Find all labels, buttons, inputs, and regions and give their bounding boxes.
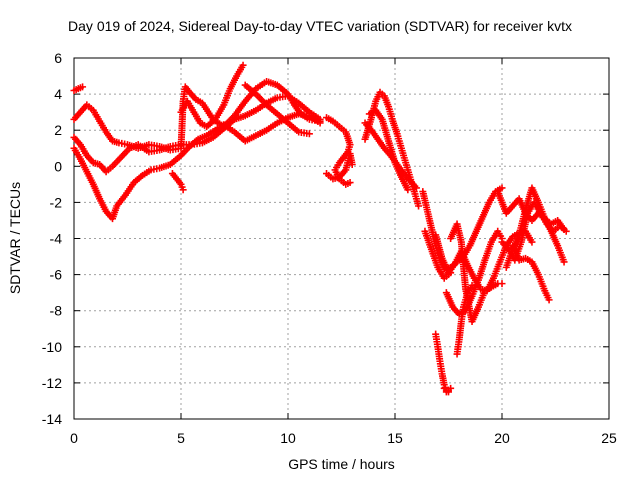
data-series [494, 188, 568, 233]
y-tick-label: 0 [54, 158, 62, 174]
data-series [168, 170, 187, 194]
x-tick-label: 10 [280, 430, 296, 446]
data-point [447, 269, 455, 277]
data-series [502, 184, 568, 271]
x-tick-label: 20 [494, 430, 510, 446]
data-point [404, 186, 412, 194]
y-tick-label: -8 [50, 303, 63, 319]
data-points [70, 61, 570, 396]
data-series [453, 281, 476, 358]
data-series [365, 106, 412, 194]
data-series [440, 384, 455, 396]
data-point [560, 225, 568, 233]
data-point [239, 61, 247, 69]
y-tick-label: -10 [42, 339, 62, 355]
data-point [447, 384, 455, 392]
data-point [412, 184, 420, 192]
data-series [509, 242, 553, 304]
data-point [316, 119, 324, 127]
y-tick-label: -14 [42, 411, 62, 427]
data-point [560, 258, 568, 266]
data-series [432, 330, 452, 396]
data-series [70, 110, 324, 223]
x-tick-label: 15 [387, 430, 403, 446]
y-tick-label: -12 [42, 375, 62, 391]
data-point [305, 130, 313, 138]
data-point [545, 296, 553, 304]
x-tick-label: 25 [601, 430, 617, 446]
data-point [468, 281, 476, 289]
data-series [241, 81, 313, 138]
data-point [498, 280, 506, 288]
data-point [528, 238, 536, 246]
data-point [440, 384, 448, 392]
data-point [415, 202, 423, 210]
data-point [79, 83, 87, 91]
y-tick-label: -4 [50, 231, 63, 247]
x-axis-label: GPS time / hours [288, 456, 395, 472]
data-series [447, 220, 506, 326]
y-tick-label: -6 [50, 267, 63, 283]
data-point [179, 186, 187, 194]
data-series [323, 150, 356, 183]
y-tick-label: 2 [54, 122, 62, 138]
chart-title: Day 019 of 2024, Sidereal Day-to-day VTE… [68, 18, 572, 34]
y-tick-label: -2 [50, 194, 63, 210]
x-tick-label: 5 [177, 430, 185, 446]
y-tick-label: 6 [54, 50, 62, 66]
data-series [421, 227, 455, 282]
x-tick-label: 0 [70, 430, 78, 446]
data-point [498, 184, 506, 192]
y-tick-label: 4 [54, 86, 62, 102]
data-series [177, 61, 247, 131]
data-series [70, 83, 87, 94]
data-point [348, 160, 356, 168]
data-point [346, 179, 354, 187]
data-series [70, 92, 324, 176]
